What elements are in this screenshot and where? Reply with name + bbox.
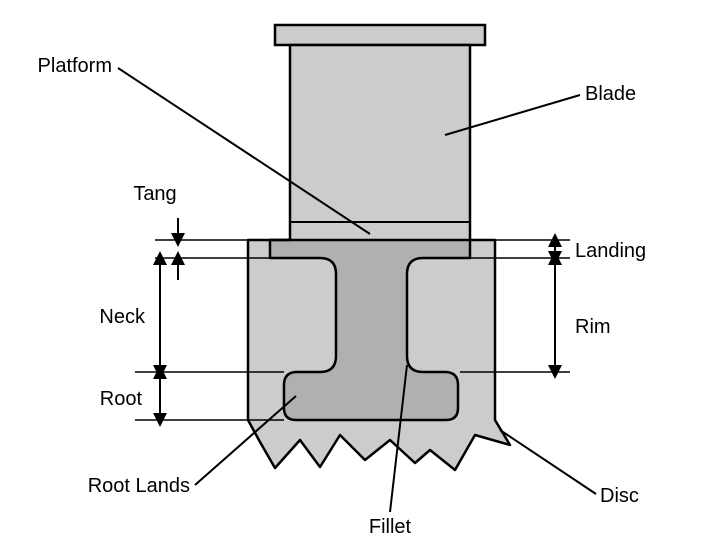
label-rim: Rim [575,316,611,338]
label-fillet: Fillet [369,516,412,538]
label-tang: Tang [133,183,176,205]
label-platform: Platform [38,55,112,77]
label-disc: Disc [600,485,639,507]
label-blade: Blade [585,83,636,105]
blade-cap [275,25,485,45]
label-landing: Landing [575,240,646,262]
leader-disc [500,430,596,494]
label-neck: Neck [99,306,146,328]
label-root: Root [100,388,143,410]
label-root-lands: Root Lands [88,475,190,497]
blade-root-diagram: Blade Platform Tang Neck Root Root Lands… [0,0,716,552]
